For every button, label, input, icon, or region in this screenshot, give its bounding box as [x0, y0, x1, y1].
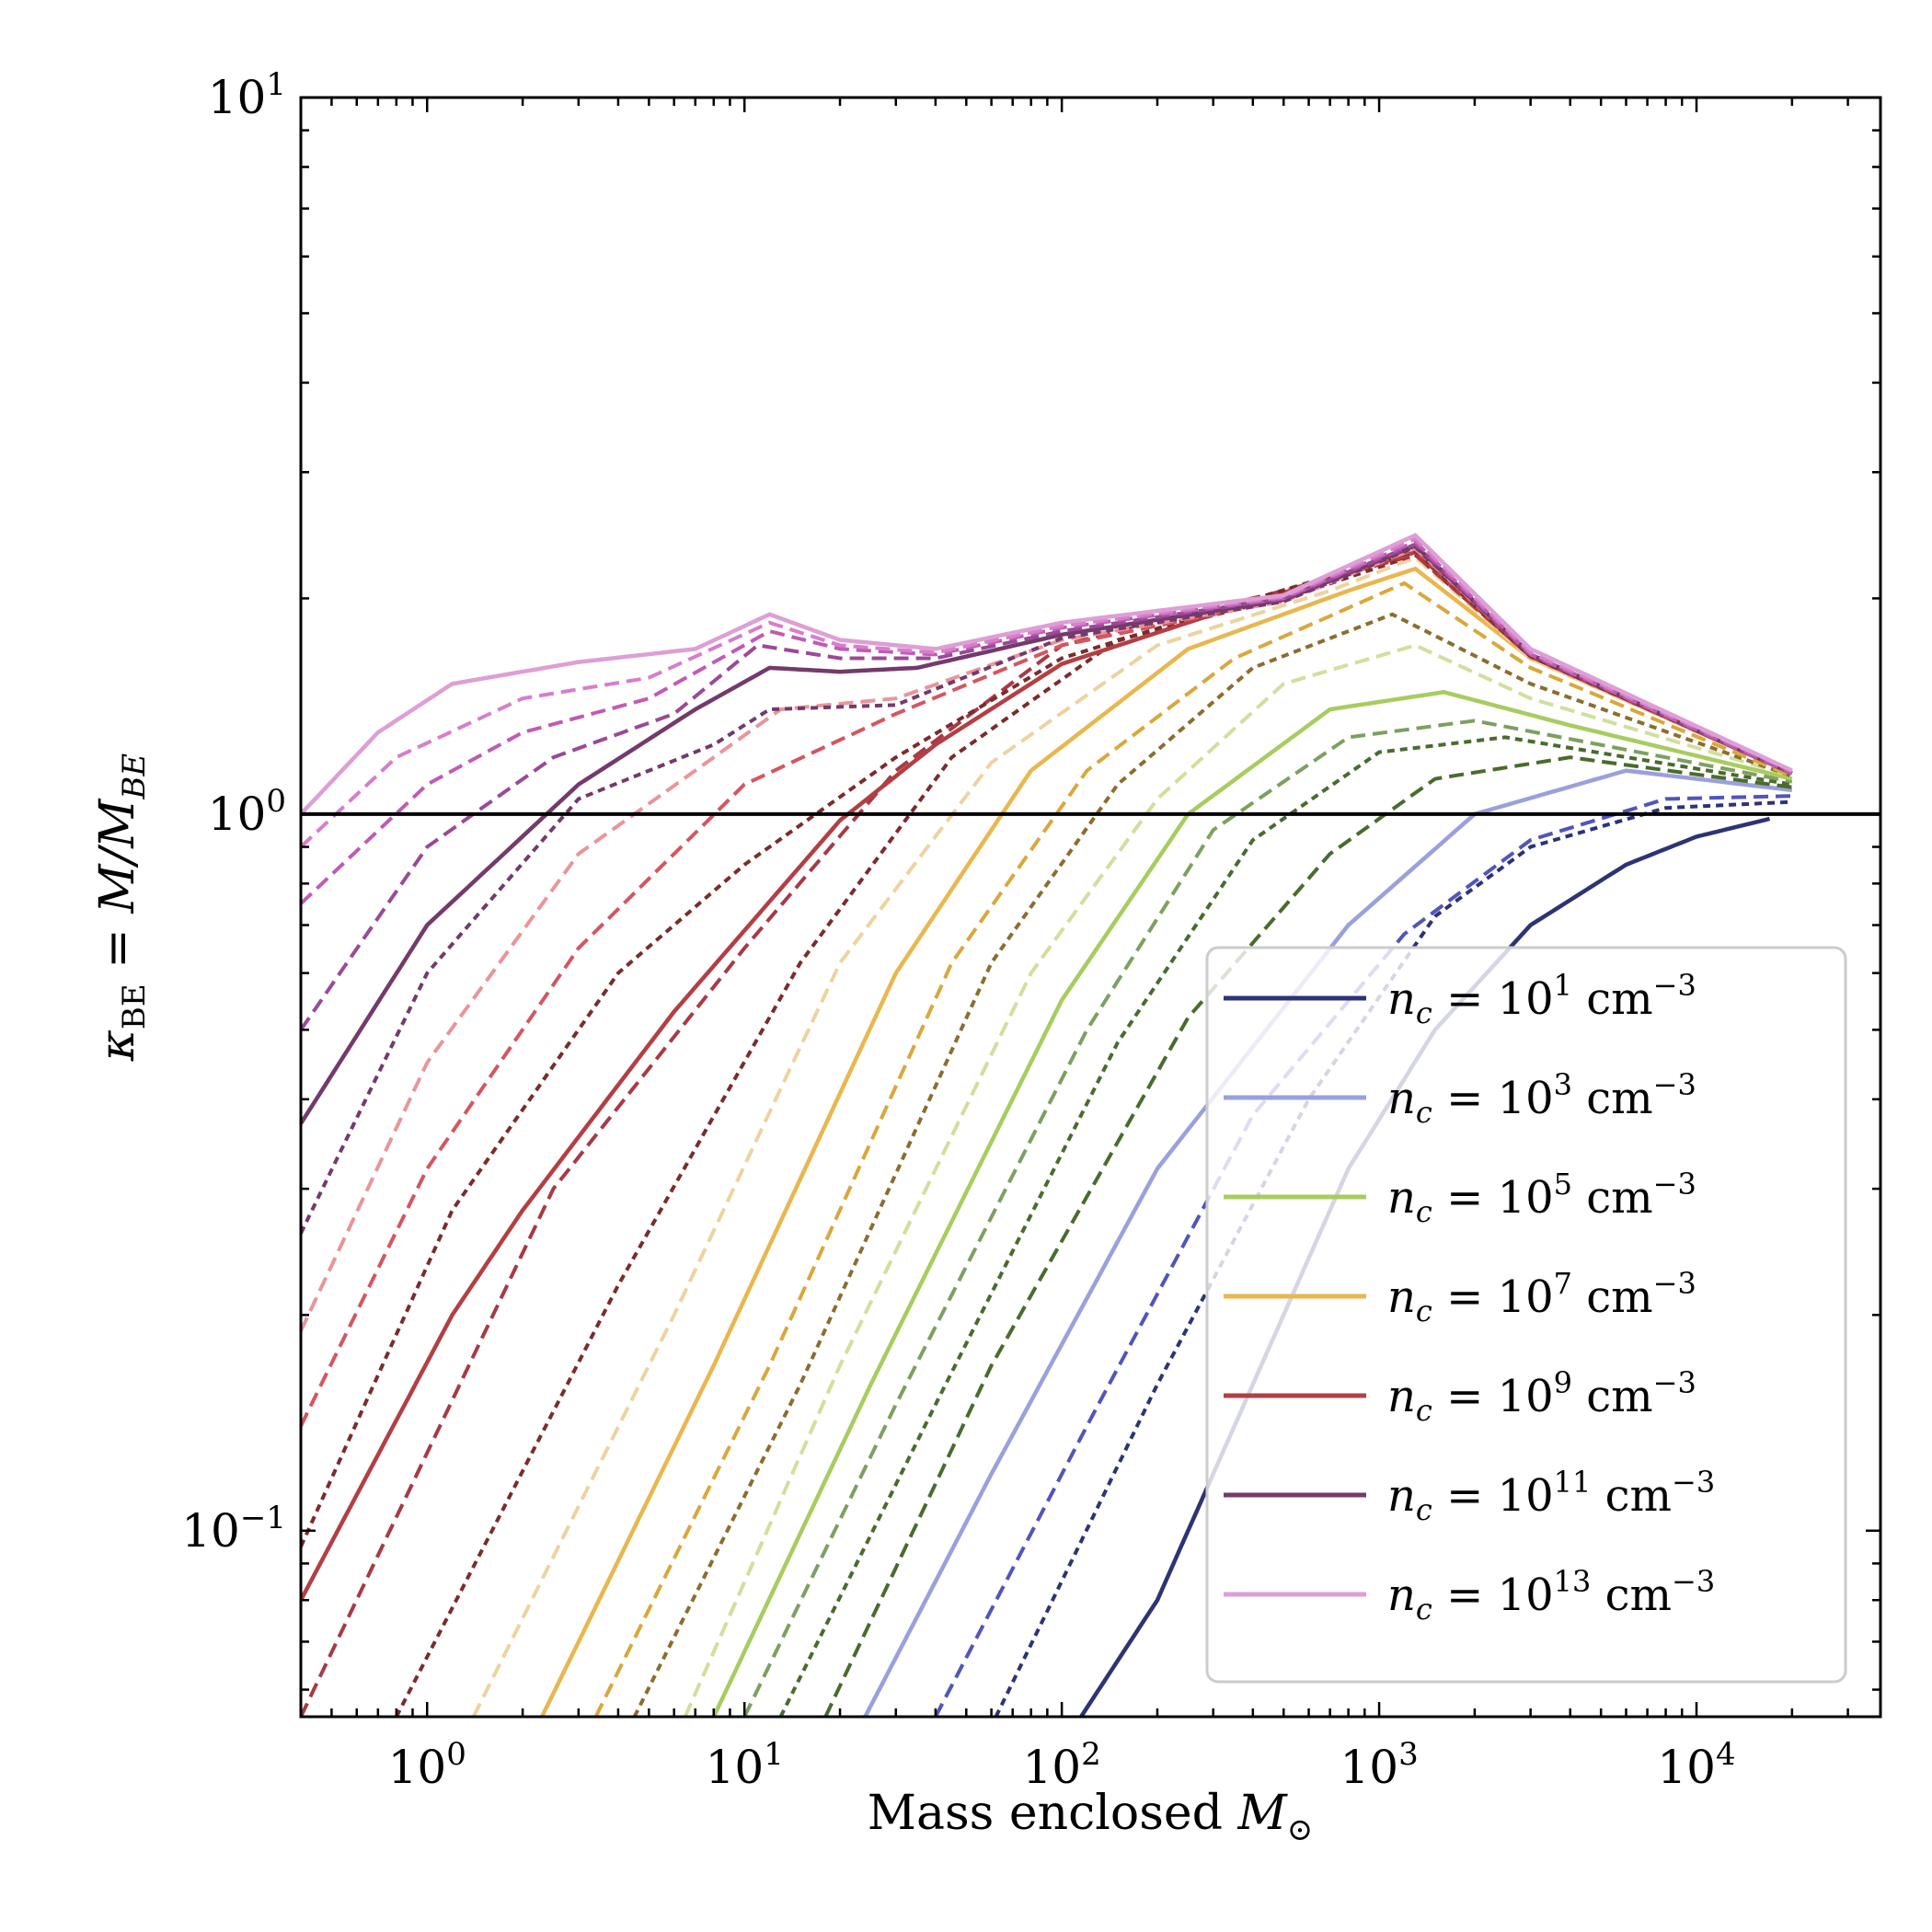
series-line-24 [301, 536, 1793, 848]
x-tick-label: 103 [1340, 1736, 1418, 1794]
legend-entry: nc = 1013 cm−3 [1224, 1564, 1715, 1627]
legend-label: nc = 101 cm−3 [1387, 968, 1696, 1030]
legend-label: nc = 1011 cm−3 [1387, 1465, 1715, 1527]
legend-entry: nc = 103 cm−3 [1224, 1067, 1696, 1130]
x-tick-label: 104 [1657, 1736, 1735, 1794]
series-line-4 [863, 768, 1793, 1717]
series-line-11 [593, 581, 1793, 1717]
x-tick-label: 100 [388, 1736, 466, 1794]
series-line-25 [301, 533, 1793, 816]
series-line-5 [823, 755, 1793, 1717]
legend-entry: nc = 109 cm−3 [1224, 1365, 1696, 1428]
series-line-12 [539, 566, 1793, 1717]
legend-entry: nc = 1011 cm−3 [1224, 1465, 1715, 1527]
legend-box [1205, 946, 1847, 1684]
series-line-6 [778, 735, 1793, 1717]
legend-entry: nc = 105 cm−3 [1224, 1167, 1696, 1229]
plot-frame [299, 96, 1882, 1719]
x-tick-labels: 100 101 102 103 104 [388, 1736, 1736, 1794]
series-line-10 [632, 612, 1793, 1717]
legend-entry: nc = 101 cm−3 [1224, 968, 1696, 1030]
y-tick-label: 101 [208, 66, 286, 124]
series-layer [301, 533, 1793, 1717]
y-tick-label: 10−1 [181, 1500, 286, 1558]
legend-label: nc = 109 cm−3 [1387, 1365, 1696, 1428]
y-axis-title: κBE = M/MBE [90, 753, 153, 1063]
x-tick-label: 101 [706, 1736, 784, 1794]
legend-label: nc = 105 cm−3 [1387, 1167, 1696, 1229]
legend-label: nc = 107 cm−3 [1387, 1266, 1696, 1328]
series-line-8 [711, 690, 1793, 1717]
legend-entry: nc = 107 cm−3 [1224, 1266, 1696, 1328]
legend-label: nc = 103 cm−3 [1387, 1067, 1696, 1130]
series-line-9 [683, 643, 1793, 1717]
series-line-2 [994, 799, 1792, 1717]
x-tick-label: 102 [1023, 1736, 1101, 1794]
x-axis-title: Mass enclosed M⊙ [868, 1786, 1314, 1848]
y-tick-labels: 10−1 100 101 [181, 66, 286, 1558]
legend: nc = 101 cm−3 nc = 103 cm−3 nc = 105 cm−3 n… [1205, 946, 1847, 1684]
legend-label: nc = 1013 cm−3 [1387, 1564, 1715, 1627]
y-tick-label: 100 [208, 783, 286, 841]
series-line-3 [934, 794, 1792, 1717]
series-line-7 [742, 719, 1793, 1717]
